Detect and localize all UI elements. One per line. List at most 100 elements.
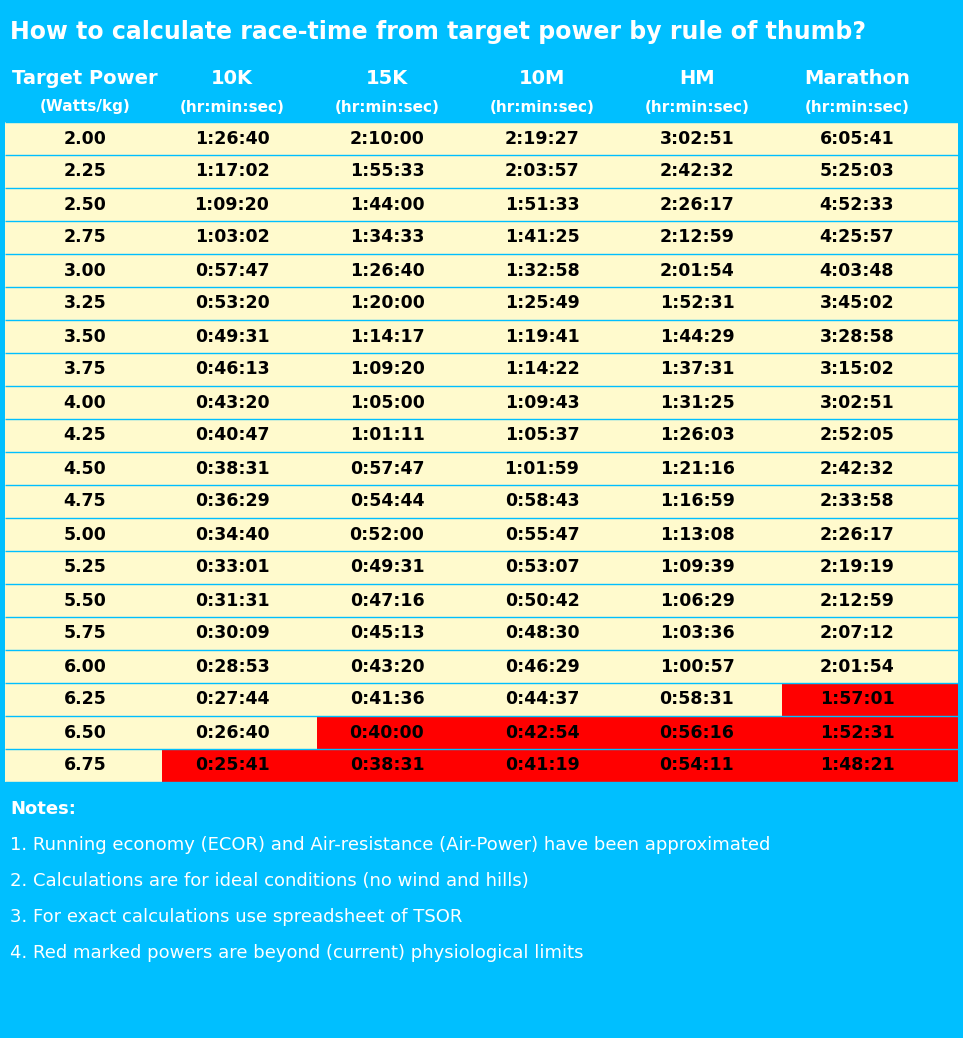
Text: 1:03:36: 1:03:36 — [660, 625, 735, 643]
Text: 4.50: 4.50 — [64, 460, 106, 477]
Text: 0:40:47: 0:40:47 — [195, 427, 270, 444]
Text: Notes:: Notes: — [10, 800, 76, 818]
Text: 4.25: 4.25 — [64, 427, 106, 444]
Text: 2:10:00: 2:10:00 — [350, 130, 425, 147]
Text: 0:56:16: 0:56:16 — [660, 723, 735, 741]
Text: 6.50: 6.50 — [64, 723, 107, 741]
Text: 1:09:20: 1:09:20 — [350, 360, 425, 379]
Text: 0:28:53: 0:28:53 — [195, 657, 270, 676]
Text: 0:36:29: 0:36:29 — [195, 492, 270, 511]
Text: 1:52:31: 1:52:31 — [660, 295, 735, 312]
Bar — [5, 188, 958, 221]
Text: 1:05:37: 1:05:37 — [505, 427, 580, 444]
Text: (hr:min:sec): (hr:min:sec) — [334, 100, 439, 114]
Text: 1:14:17: 1:14:17 — [350, 328, 425, 346]
Text: 0:50:42: 0:50:42 — [505, 592, 580, 609]
Text: 2:19:19: 2:19:19 — [820, 558, 895, 576]
Text: 0:49:31: 0:49:31 — [350, 558, 425, 576]
Bar — [317, 749, 472, 782]
Text: 1. Running economy (ECOR) and Air-resistance (Air-Power) have been approximated: 1. Running economy (ECOR) and Air-resist… — [10, 836, 770, 854]
Text: 0:27:44: 0:27:44 — [195, 690, 270, 709]
Text: 1:26:40: 1:26:40 — [350, 262, 425, 279]
Text: 0:33:01: 0:33:01 — [195, 558, 270, 576]
Text: 1:06:29: 1:06:29 — [660, 592, 735, 609]
Text: (hr:min:sec): (hr:min:sec) — [644, 100, 749, 114]
Text: 0:34:40: 0:34:40 — [195, 525, 270, 544]
Text: 0:45:13: 0:45:13 — [350, 625, 425, 643]
Text: 3:15:02: 3:15:02 — [820, 360, 895, 379]
Text: 1:13:08: 1:13:08 — [660, 525, 735, 544]
Bar — [5, 386, 958, 419]
Text: 0:38:31: 0:38:31 — [195, 460, 270, 477]
Text: 2.50: 2.50 — [64, 195, 107, 214]
Text: 0:43:20: 0:43:20 — [350, 657, 425, 676]
Text: 10M: 10M — [519, 69, 565, 87]
Bar — [317, 716, 472, 749]
Text: (hr:min:sec): (hr:min:sec) — [489, 100, 594, 114]
Text: 4:03:48: 4:03:48 — [820, 262, 895, 279]
Text: 6.25: 6.25 — [64, 690, 107, 709]
Text: 1:09:20: 1:09:20 — [195, 195, 270, 214]
Bar — [5, 353, 958, 386]
Text: (hr:min:sec): (hr:min:sec) — [179, 100, 284, 114]
Text: 4. Red marked powers are beyond (current) physiological limits: 4. Red marked powers are beyond (current… — [10, 944, 584, 962]
Text: 6.00: 6.00 — [64, 657, 107, 676]
Bar — [5, 286, 958, 320]
Bar — [5, 716, 958, 749]
Text: 3:28:58: 3:28:58 — [820, 328, 895, 346]
Text: 1:25:49: 1:25:49 — [505, 295, 580, 312]
Text: 4.75: 4.75 — [64, 492, 106, 511]
Bar — [5, 485, 958, 518]
Text: 1:31:25: 1:31:25 — [660, 393, 735, 411]
Text: 2:52:05: 2:52:05 — [820, 427, 895, 444]
Text: 6:05:41: 6:05:41 — [820, 130, 895, 147]
Text: 5.75: 5.75 — [64, 625, 106, 643]
Text: 1:20:00: 1:20:00 — [350, 295, 425, 312]
Bar — [5, 155, 958, 188]
Text: 0:41:36: 0:41:36 — [350, 690, 425, 709]
Text: 1:17:02: 1:17:02 — [195, 163, 270, 181]
Text: 2:01:54: 2:01:54 — [660, 262, 735, 279]
Text: 0:42:54: 0:42:54 — [505, 723, 580, 741]
Text: 3.50: 3.50 — [64, 328, 106, 346]
Text: 0:57:47: 0:57:47 — [350, 460, 425, 477]
Text: 3:45:02: 3:45:02 — [820, 295, 895, 312]
Bar — [5, 320, 958, 353]
Text: 1:51:33: 1:51:33 — [505, 195, 580, 214]
Text: 1:34:33: 1:34:33 — [350, 228, 424, 246]
Text: HM: HM — [679, 69, 715, 87]
Text: 1:05:00: 1:05:00 — [350, 393, 425, 411]
Text: 1:03:02: 1:03:02 — [195, 228, 270, 246]
Text: 0:55:47: 0:55:47 — [505, 525, 580, 544]
Bar — [5, 650, 958, 683]
Bar — [782, 683, 958, 716]
Text: 10K: 10K — [211, 69, 253, 87]
Text: 2. Calculations are for ideal conditions (no wind and hills): 2. Calculations are for ideal conditions… — [10, 872, 529, 890]
Text: 5.00: 5.00 — [64, 525, 107, 544]
Text: 0:57:47: 0:57:47 — [195, 262, 270, 279]
Text: 0:54:11: 0:54:11 — [660, 757, 735, 774]
Bar — [5, 518, 958, 551]
Text: 2.25: 2.25 — [64, 163, 107, 181]
Text: 1:41:25: 1:41:25 — [505, 228, 580, 246]
Bar — [472, 716, 627, 749]
Text: (hr:min:sec): (hr:min:sec) — [804, 100, 909, 114]
Text: 1:37:31: 1:37:31 — [660, 360, 734, 379]
Text: 0:53:07: 0:53:07 — [505, 558, 580, 576]
Text: 1:57:01: 1:57:01 — [820, 690, 895, 709]
Text: 4:52:33: 4:52:33 — [820, 195, 895, 214]
Text: 3:02:51: 3:02:51 — [660, 130, 735, 147]
Text: 0:48:30: 0:48:30 — [505, 625, 580, 643]
Text: 0:25:41: 0:25:41 — [195, 757, 270, 774]
Text: How to calculate race-time from target power by rule of thumb?: How to calculate race-time from target p… — [10, 20, 866, 44]
Text: 3.25: 3.25 — [64, 295, 106, 312]
Text: 0:26:40: 0:26:40 — [195, 723, 270, 741]
Text: 5.50: 5.50 — [64, 592, 107, 609]
Text: 5:25:03: 5:25:03 — [820, 163, 895, 181]
Text: Target Power: Target Power — [13, 69, 158, 87]
Bar — [472, 749, 627, 782]
Text: 2:01:54: 2:01:54 — [820, 657, 895, 676]
Text: 15K: 15K — [366, 69, 408, 87]
Text: 1:52:31: 1:52:31 — [820, 723, 895, 741]
Text: Marathon: Marathon — [804, 69, 910, 87]
